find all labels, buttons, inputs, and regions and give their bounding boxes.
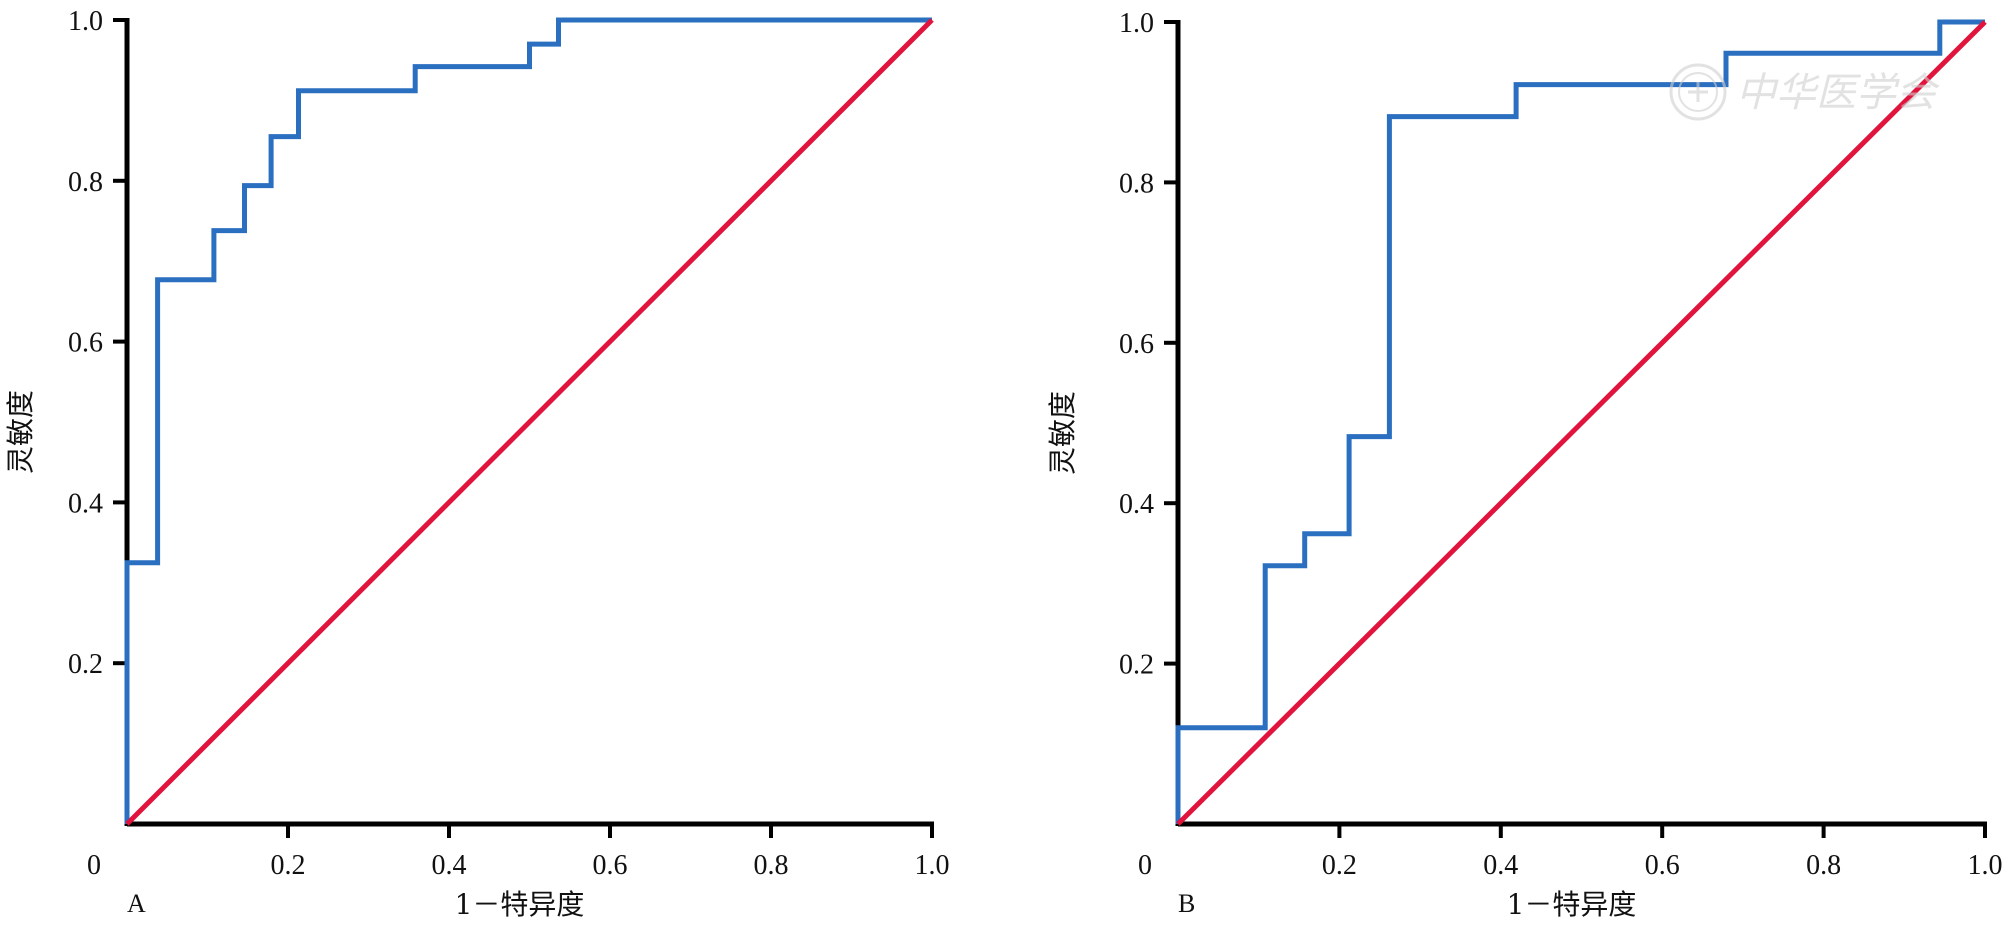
panel-label: B: [1178, 889, 1195, 918]
panel-a: 0 0.2 0.4 0.6 0.8 1.0 0.2 0.4 0.6 0.8 1.0 1－特异度 灵敏度 A: [4, 6, 950, 921]
reference-diagonal-line: [125, 18, 934, 826]
panel-b: 0 0.2 0.4 0.6 0.8 1.0 0.2 0.4 0.6 0.8 1.0 1－特异度 灵敏度 B: [1046, 8, 2003, 921]
roc-curve-line: [1175, 19, 1985, 824]
y-axis-title: 灵敏度: [4, 390, 37, 474]
y-tick-label: 0.8: [68, 167, 103, 198]
y-tick-label: 0.4: [68, 488, 103, 519]
panel-label: A: [127, 889, 146, 918]
y-tick-label: 0.6: [68, 328, 103, 359]
y-tick-label: 0.4: [1119, 489, 1154, 520]
y-tick-label: 0.2: [1119, 650, 1154, 681]
x-tick-label: 0.8: [1806, 850, 1841, 881]
seal-emblem-icon: [1669, 63, 1727, 121]
y-axis-title: 灵敏度: [1046, 391, 1079, 475]
x-tick-label: 0.8: [754, 850, 789, 881]
y-tick-label: 0.2: [68, 649, 103, 680]
x-tick-label: 0.2: [1322, 850, 1357, 881]
x-tick-label: 1.0: [915, 850, 950, 881]
reference-diagonal-line: [1176, 20, 1987, 826]
x-axis-title: 1－特异度: [1507, 888, 1637, 921]
y-tick-label: 0.8: [1119, 168, 1154, 199]
watermark-text: 中华医学会: [1736, 70, 1940, 116]
y-tick-label: 1.0: [1119, 8, 1154, 39]
x-tick-label: 0.6: [1645, 850, 1680, 881]
x-tick-label: 0: [1138, 850, 1152, 881]
y-tick-label: 0.6: [1119, 329, 1154, 360]
roc-curve-line: [124, 17, 932, 824]
x-tick-label: 0: [87, 850, 101, 881]
x-tick-label: 0.4: [1483, 850, 1518, 881]
x-tick-label: 0.6: [593, 850, 628, 881]
x-axis-title: 1－特异度: [455, 888, 585, 921]
y-tick-label: 1.0: [68, 6, 103, 37]
x-tick-label: 0.4: [432, 850, 467, 881]
x-tick-label: 1.0: [1968, 850, 2003, 881]
x-tick-label: 0.2: [271, 850, 306, 881]
watermark: 中华医学会: [1669, 63, 1940, 121]
